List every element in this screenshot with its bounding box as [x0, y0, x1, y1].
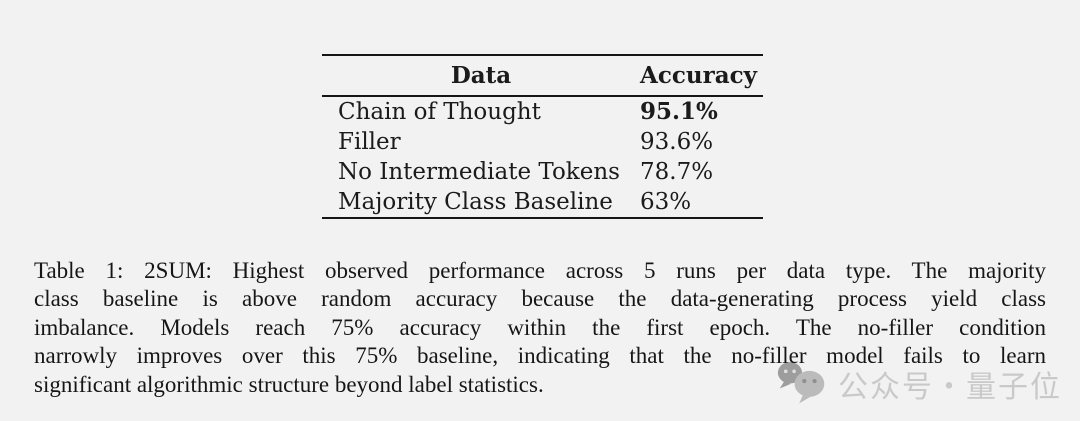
table-header-row: Data Accuracy: [322, 56, 763, 95]
watermark: 公众号・量子位: [776, 358, 1062, 410]
table-row: Majority Class Baseline 63%: [322, 187, 763, 217]
cell-accuracy: 78.7%: [640, 158, 714, 185]
column-header-data: Data: [450, 62, 512, 89]
watermark-text: 公众号・量子位: [838, 371, 1062, 404]
caption-line: narrowly improves over this 75% baseline…: [34, 343, 1046, 369]
results-table: Data Accuracy Chain of Thought 95.1% Fil…: [322, 54, 763, 219]
caption-line: class baseline is above random accuracy …: [34, 286, 1046, 312]
wechat-icon: [776, 358, 828, 410]
table-bottom-rule: [322, 216, 763, 219]
table-top-rule: [322, 54, 763, 56]
caption-line: imbalance. Models reach 75% accuracy wit…: [34, 314, 1046, 340]
column-header-accuracy: Accuracy: [640, 62, 757, 89]
table-row: Filler 93.6%: [322, 127, 763, 157]
cell-accuracy: 63%: [640, 188, 692, 215]
caption-line: Table 1: 2SUM: Highest observed performa…: [34, 258, 1046, 283]
cell-data-type: Chain of Thought: [338, 98, 541, 125]
cell-accuracy: 95.1%: [640, 98, 718, 125]
table-row: No Intermediate Tokens 78.7%: [322, 157, 763, 187]
cell-data-type: Majority Class Baseline: [338, 188, 613, 215]
table-row: Chain of Thought 95.1%: [322, 97, 763, 127]
table-caption: Table 1: 2SUM: Highest observed performa…: [34, 257, 1046, 399]
table-body: Chain of Thought 95.1% Filler 93.6% No I…: [322, 97, 763, 217]
table-mid-rule: [322, 95, 763, 97]
cell-accuracy: 93.6%: [640, 128, 714, 155]
cell-data-type: Filler: [338, 128, 401, 155]
caption-line: significant algorithmic structure beyond…: [34, 371, 544, 397]
cell-data-type: No Intermediate Tokens: [338, 158, 620, 185]
